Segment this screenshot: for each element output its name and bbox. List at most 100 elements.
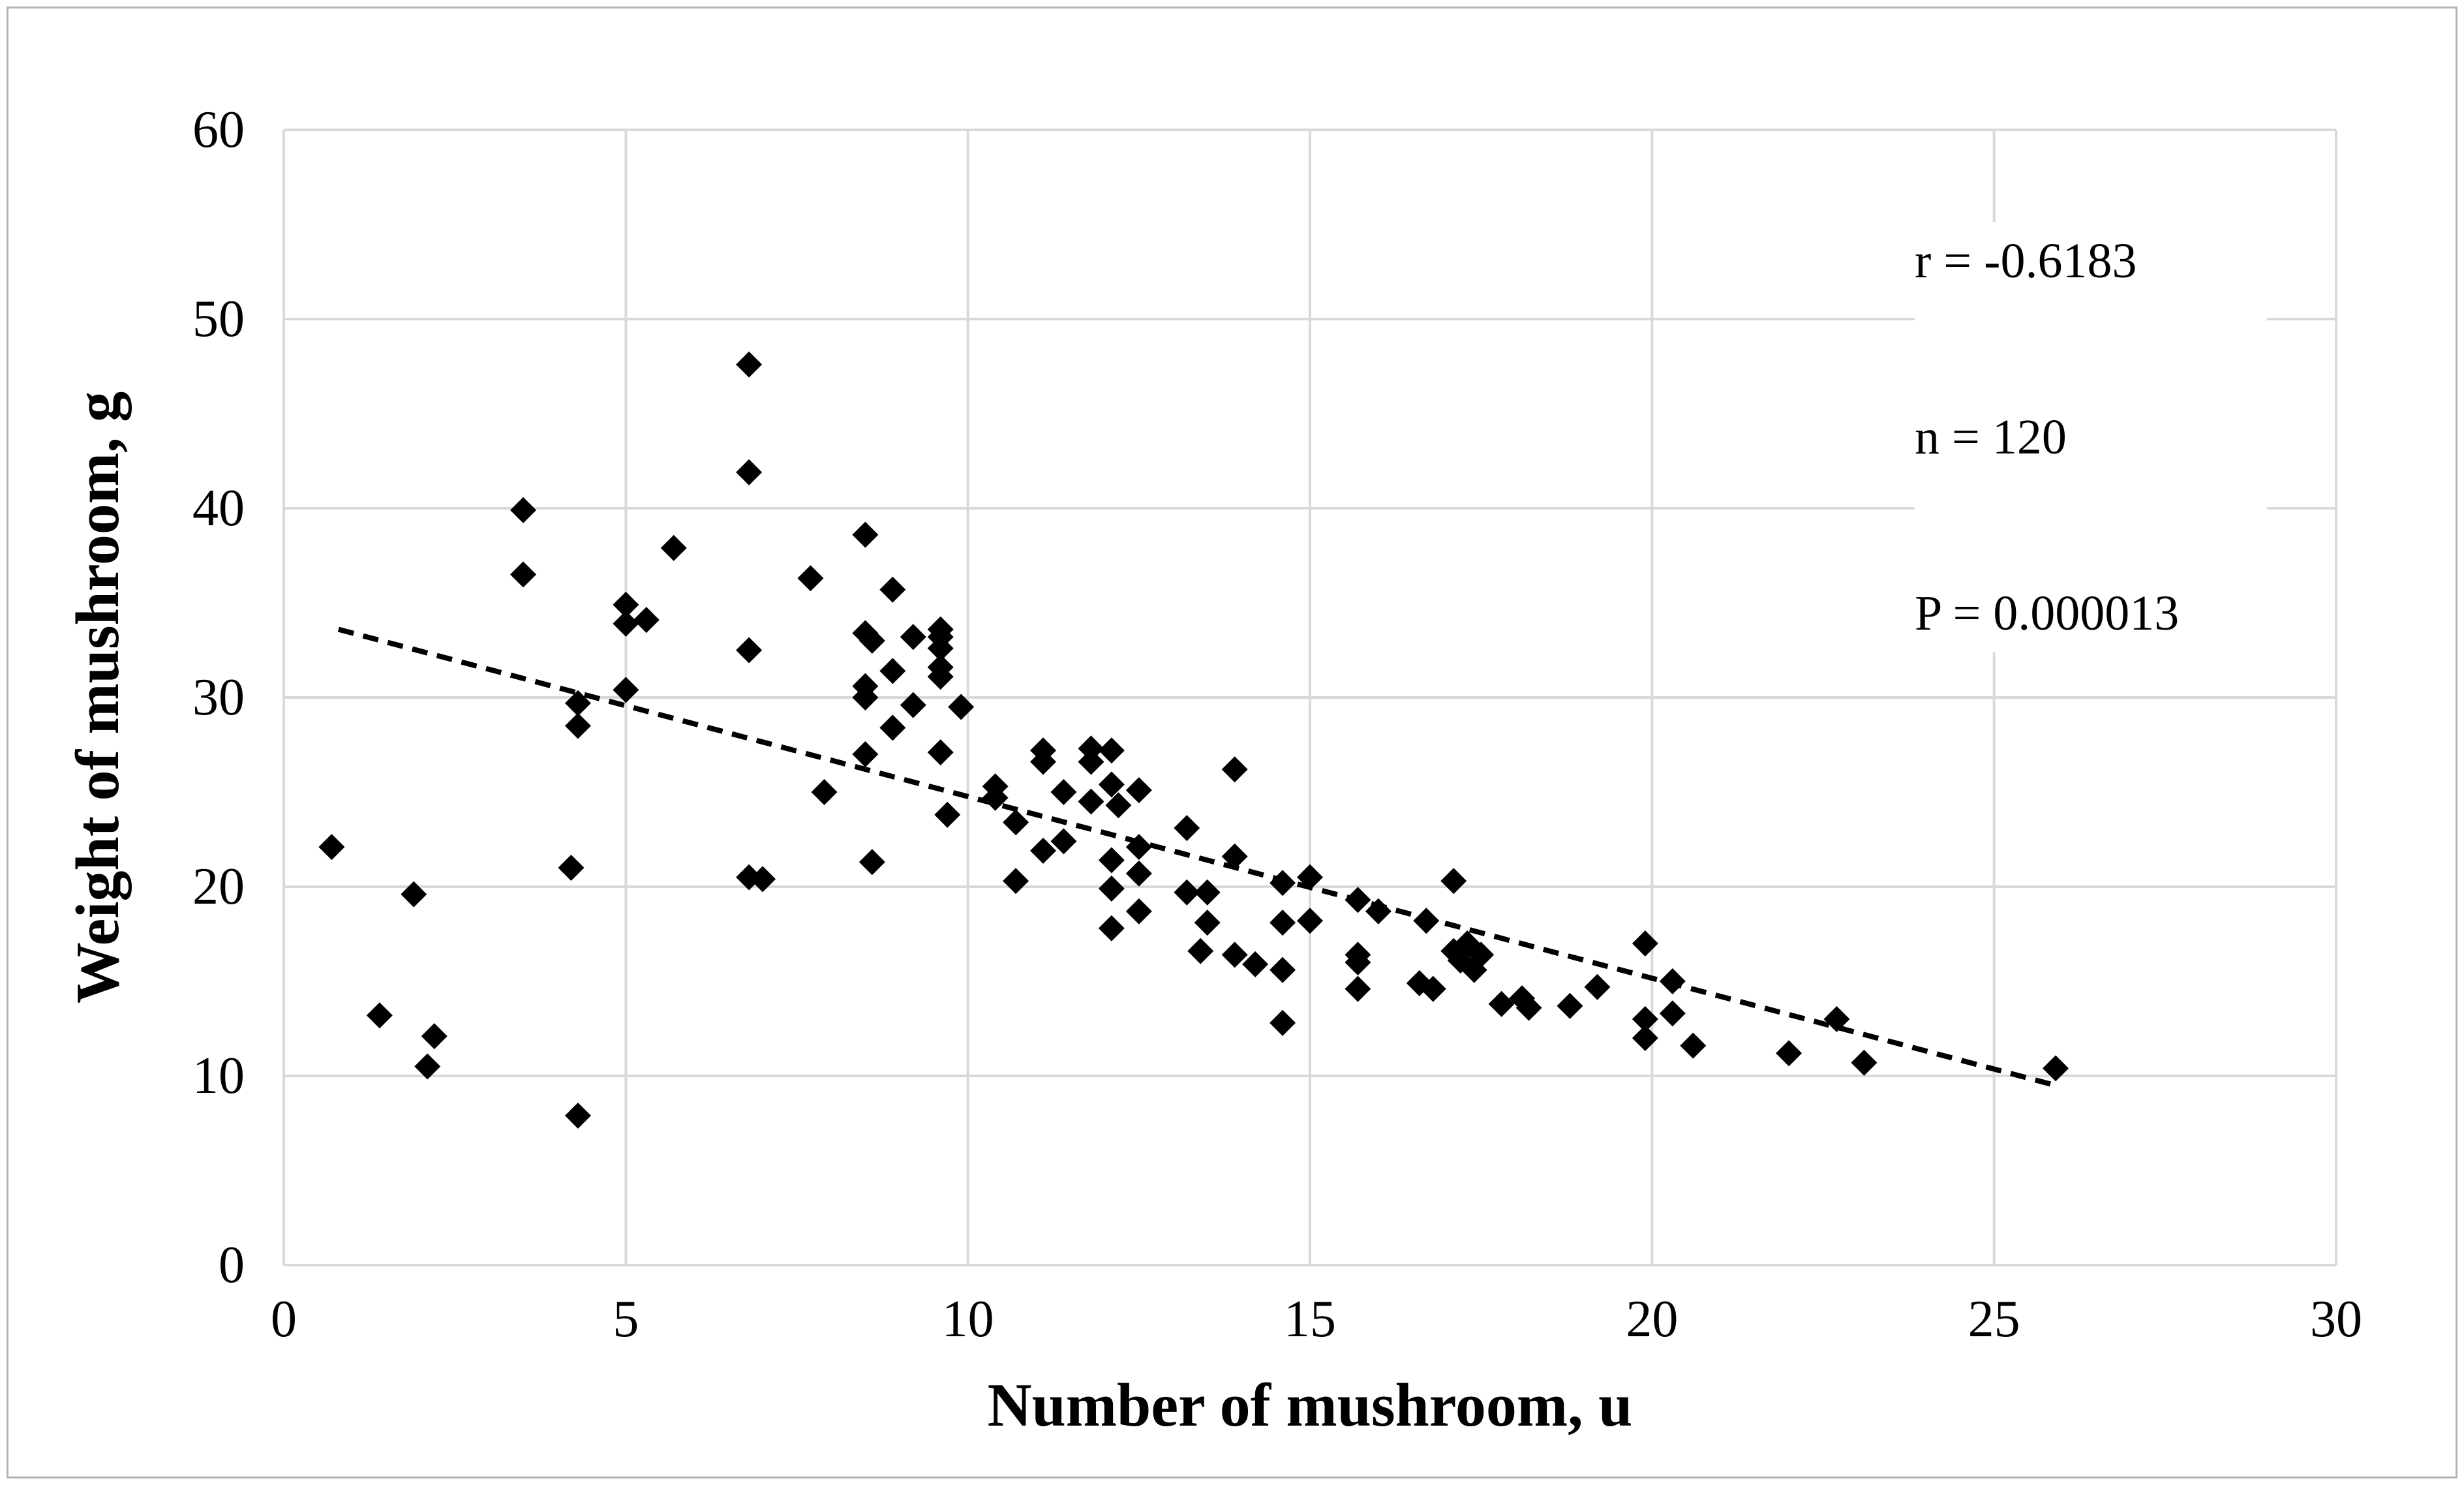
data-point: [633, 607, 660, 634]
data-point: [852, 684, 879, 711]
data-point: [1194, 879, 1221, 906]
data-point: [1488, 990, 1515, 1017]
data-point: [859, 628, 885, 654]
data-point: [2043, 1055, 2069, 1082]
data-point: [1851, 1049, 1878, 1076]
data-point: [1270, 957, 1296, 983]
data-point: [1125, 860, 1152, 887]
x-tick-label-10: 10: [941, 1291, 994, 1348]
data-point: [366, 1002, 393, 1029]
data-point: [1050, 779, 1077, 805]
data-point: [1098, 875, 1125, 902]
data-point: [1003, 868, 1029, 895]
data-point: [1823, 1006, 1850, 1032]
data-point: [859, 849, 885, 876]
data-point: [736, 351, 763, 378]
data-point: [1270, 1009, 1296, 1036]
data-point: [982, 784, 1009, 811]
data-point: [948, 694, 975, 720]
data-point: [318, 834, 345, 861]
x-tick-label-15: 15: [1284, 1291, 1336, 1348]
data-point: [1297, 908, 1323, 934]
y-tick-label-20: 20: [192, 858, 245, 915]
data-point: [660, 534, 687, 561]
data-point: [1174, 879, 1200, 906]
data-point: [401, 881, 427, 908]
data-point: [1187, 938, 1214, 964]
data-point: [736, 459, 763, 485]
data-point: [564, 690, 591, 716]
data-point: [1050, 828, 1077, 855]
data-point: [1413, 908, 1440, 934]
data-point: [1632, 1006, 1658, 1032]
data-point: [1003, 809, 1029, 836]
y-tick-label-40: 40: [192, 480, 245, 537]
data-point: [1221, 942, 1248, 968]
data-point: [852, 521, 879, 548]
data-point: [1345, 887, 1371, 913]
data-point: [1221, 843, 1248, 870]
data-point: [736, 637, 763, 664]
y-tick-label-0: 0: [219, 1236, 245, 1294]
data-point: [613, 610, 639, 637]
data-point: [1632, 930, 1658, 957]
data-point: [900, 624, 926, 651]
data-point: [510, 561, 537, 588]
x-tick-label-25: 25: [1968, 1291, 2020, 1348]
data-point: [1030, 748, 1057, 775]
data-point: [1515, 994, 1542, 1021]
trend-line: [337, 626, 2060, 1089]
data-point: [1270, 870, 1296, 896]
data-point: [1461, 957, 1487, 983]
data-point: [564, 1102, 591, 1129]
data-point: [1345, 949, 1371, 975]
data-point: [1584, 973, 1611, 1000]
x-axis-title: Number of mushroom, u: [987, 1371, 1633, 1439]
data-point: [564, 712, 591, 739]
data-point: [927, 635, 954, 662]
x-tick-label-0: 0: [271, 1291, 297, 1348]
data-point: [1242, 951, 1269, 977]
y-axis-title: Weight of mushroom, g: [64, 391, 132, 1004]
data-point: [1659, 968, 1686, 994]
data-point: [1098, 915, 1125, 942]
data-point: [1125, 898, 1152, 925]
data-point: [1659, 1000, 1686, 1027]
chart-outer-border: [7, 7, 2457, 1478]
data-point: [1105, 792, 1132, 819]
y-tick-label-50: 50: [192, 290, 245, 348]
data-point: [1125, 777, 1152, 804]
stats-annotation-block: r = -0.6183 n = 120 P = 0.000013: [1915, 222, 2267, 652]
data-point: [1078, 788, 1104, 815]
data-point: [1078, 748, 1104, 775]
sample-size-annotation: n = 120: [1915, 410, 2067, 465]
data-point: [558, 855, 585, 881]
x-tick-label-20: 20: [1626, 1291, 1679, 1348]
data-point: [1365, 898, 1392, 925]
data-point: [1194, 910, 1221, 936]
data-point: [1420, 975, 1446, 1002]
y-tick-label-30: 30: [192, 669, 245, 726]
data-point: [852, 741, 879, 767]
data-point: [750, 866, 776, 893]
data-point: [927, 664, 954, 690]
data-point: [613, 677, 639, 703]
data-point: [879, 576, 906, 603]
data-point: [1098, 737, 1125, 764]
data-point: [1440, 868, 1467, 895]
data-point: [414, 1053, 441, 1080]
data-point: [797, 565, 824, 592]
x-tick-label-30: 30: [2310, 1291, 2362, 1348]
data-point: [1125, 834, 1152, 861]
data-point: [1098, 847, 1125, 874]
data-point: [1680, 1032, 1707, 1059]
data-point: [421, 1023, 448, 1050]
data-point: [1078, 735, 1104, 762]
data-point: [879, 714, 906, 741]
data-point: [1221, 756, 1248, 783]
y-tick-label-60: 60: [192, 101, 245, 159]
x-tick-label-5: 5: [613, 1291, 639, 1348]
data-point: [900, 692, 926, 718]
